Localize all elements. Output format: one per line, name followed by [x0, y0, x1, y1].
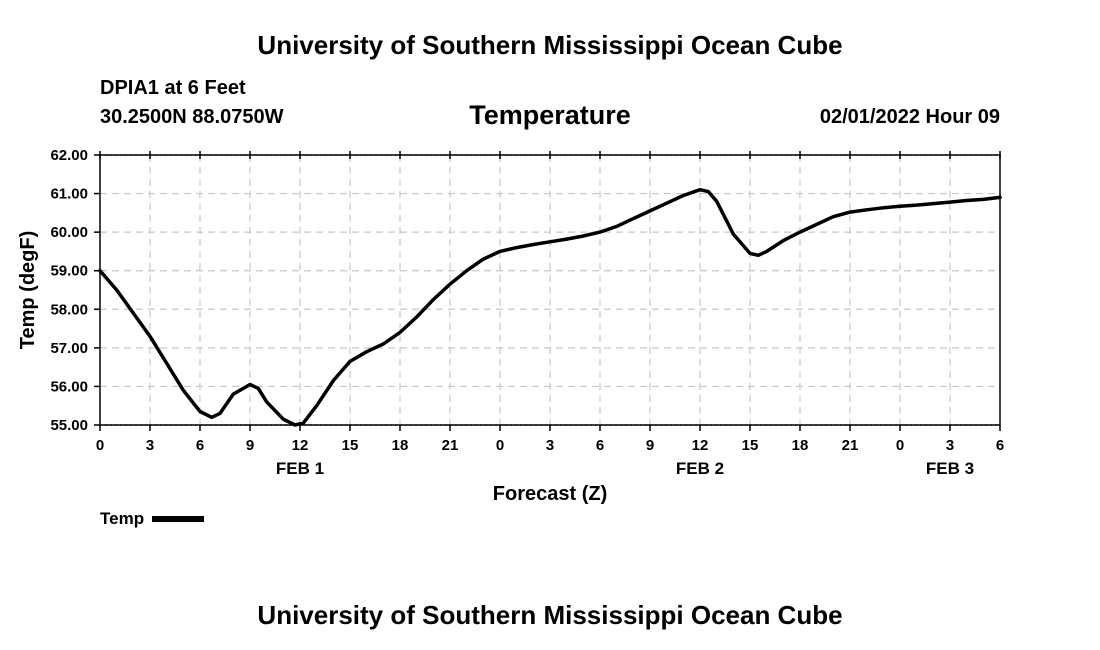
x-tick-label: 0 [496, 437, 504, 454]
x-tick-label: 0 [896, 437, 904, 454]
chart-title: Temperature [469, 100, 631, 130]
y-tick-label: 57.00 [50, 340, 88, 357]
series-layer [98, 187, 1002, 427]
y-tick-label: 58.00 [50, 301, 88, 318]
x-tick-label: 9 [646, 437, 654, 454]
y-axis-title: Temp (degF) [17, 231, 39, 350]
page-title: University of Southern Mississippi Ocean… [257, 30, 843, 60]
x-tick-label: 3 [946, 437, 954, 454]
x-tick-label: 9 [246, 437, 254, 454]
y-tick-label: 61.00 [50, 186, 88, 203]
series-line-temp [98, 187, 1002, 427]
x-axis-title: Forecast (Z) [493, 483, 607, 505]
footer-title: University of Southern Mississippi Ocean… [257, 600, 843, 630]
x-tick-label: 12 [292, 437, 309, 454]
x-tick-label: 3 [546, 437, 554, 454]
x-tick-label: 0 [96, 437, 104, 454]
y-tick-label: 56.00 [50, 378, 88, 395]
y-tick-label: 62.00 [50, 147, 88, 164]
legend: Temp [100, 509, 205, 529]
x-tick-label: 18 [392, 437, 409, 454]
x-tick-label: 6 [996, 437, 1004, 454]
day-label: FEB 3 [926, 459, 974, 478]
coordinates-label: 30.2500N 88.0750W [100, 106, 284, 128]
station-label: DPIA1 at 6 Feet [100, 77, 246, 99]
x-tick-label: 15 [342, 437, 359, 454]
axis-labels: 55.00 56.00 57.00 58.00 59.00 60.00 61.00 62.00… [50, 147, 1004, 478]
x-tick-label: 15 [742, 437, 759, 454]
x-tick-label: 21 [842, 437, 859, 454]
day-label: FEB 2 [676, 459, 724, 478]
day-label: FEB 1 [276, 459, 324, 478]
x-tick-label: 6 [596, 437, 604, 454]
y-tick-label: 55.00 [50, 417, 88, 434]
x-tick-label: 18 [792, 437, 809, 454]
x-tick-label: 21 [442, 437, 459, 454]
legend-line-swatch [152, 516, 205, 522]
grid-lines [100, 154, 1000, 426]
y-tick-label: 60.00 [50, 224, 88, 241]
y-tick-label: 59.00 [50, 263, 88, 280]
x-tick-label: 12 [692, 437, 709, 454]
x-tick-label: 3 [146, 437, 154, 454]
legend-label: Temp [100, 509, 145, 528]
plot-frame [99, 154, 1001, 426]
forecast-datetime: 02/01/2022 Hour 09 [819, 106, 1000, 128]
x-tick-label: 6 [196, 437, 204, 454]
